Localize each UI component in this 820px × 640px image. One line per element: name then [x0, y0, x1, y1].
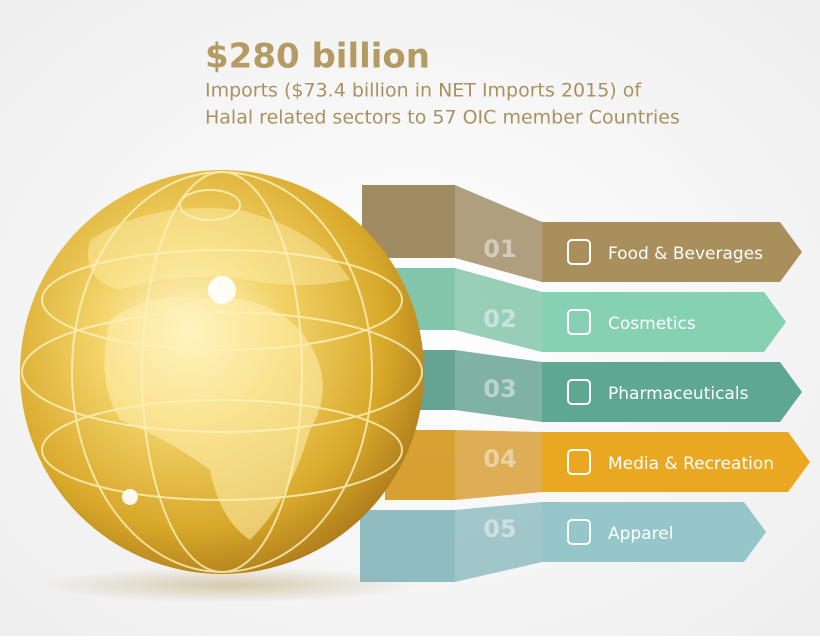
- item-label: Food & Beverages: [608, 244, 763, 264]
- ribbon-arrow: [542, 292, 786, 352]
- item-icon: [567, 239, 591, 265]
- ribbon-fold: [455, 502, 542, 582]
- item-icon: [567, 519, 591, 545]
- item-number: 03: [483, 375, 516, 403]
- ribbon-arrow: [542, 222, 802, 282]
- item-icon: [567, 379, 591, 405]
- glare: [208, 276, 236, 304]
- item-label: Pharmaceuticals: [608, 384, 749, 404]
- globe-shadow: [40, 567, 420, 603]
- item-number: 02: [483, 305, 516, 333]
- item-number: 05: [483, 515, 516, 543]
- ribbon-arrow: [542, 362, 802, 422]
- item-label: Media & Recreation: [608, 454, 774, 474]
- continent: [88, 208, 350, 290]
- ribbon-arrow: [542, 432, 810, 492]
- item-icon: [567, 309, 591, 335]
- item-label: Cosmetics: [608, 314, 696, 334]
- item-icon: [567, 449, 591, 475]
- ribbon-arrow: [542, 502, 766, 562]
- ribbon-fold: [455, 268, 542, 352]
- ribbon-fold: [455, 430, 542, 500]
- item-number: 01: [483, 235, 516, 263]
- title: $280 billion: [205, 37, 430, 77]
- subtitle-line: Halal related sectors to 57 OIC member C…: [205, 107, 680, 129]
- ribbons: 01 Food & Beverages 02 Cosmetics 03 Pharmaceu…: [360, 185, 810, 582]
- item-label: Apparel: [608, 524, 673, 544]
- ribbon-back: [420, 350, 455, 410]
- ribbon-back: [360, 510, 455, 582]
- subtitle-line: Imports ($73.4 billion in NET Imports 20…: [205, 80, 642, 102]
- item-number: 04: [483, 445, 516, 473]
- globe: [20, 170, 424, 603]
- continent: [104, 297, 323, 540]
- ribbon-fold: [455, 350, 542, 422]
- ribbon-fold: [455, 185, 542, 282]
- glare: [122, 489, 138, 505]
- ribbon-back: [362, 185, 455, 258]
